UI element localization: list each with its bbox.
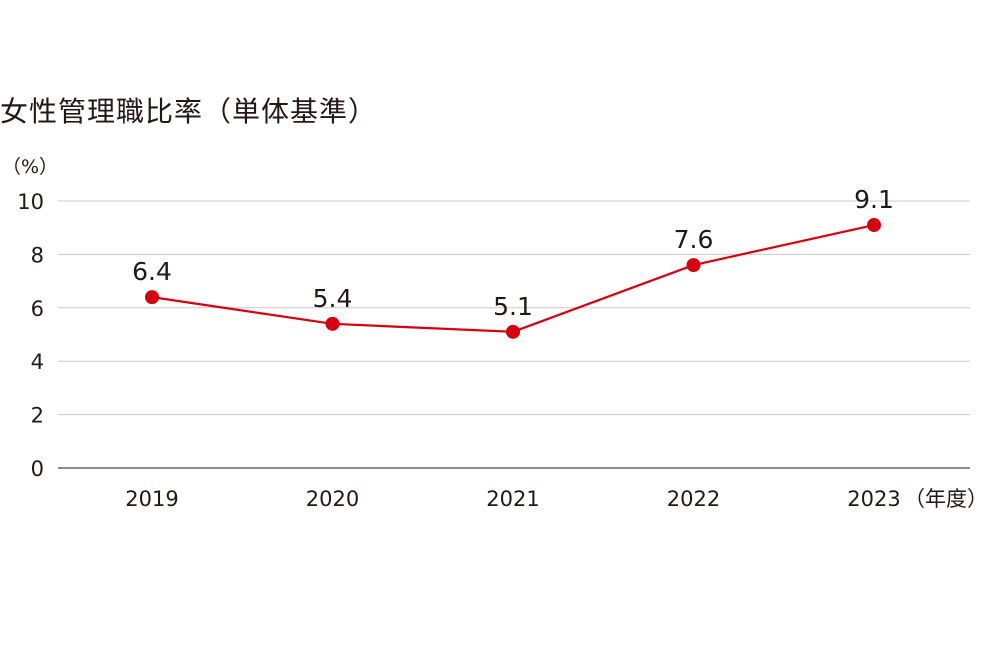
y-tick-label: 8 [31, 243, 44, 267]
data-point [686, 258, 701, 273]
data-point [867, 218, 881, 233]
grid-layer [58, 200, 970, 416]
data-value-label: 6.4 [132, 257, 172, 286]
data-value-label: 9.1 [854, 185, 894, 214]
x-tick-label: 2019 [125, 487, 178, 511]
chart-title: 女性管理職比率（単体基準） [0, 95, 378, 128]
y-tick-label: 10 [17, 190, 44, 214]
x-tick-label: 2022 [667, 487, 720, 511]
data-point [506, 324, 520, 339]
x-axis-unit-label: （年度） [904, 487, 988, 511]
y-tick-label: 6 [31, 297, 44, 321]
data-value-label: 5.1 [493, 292, 533, 321]
series-layer [145, 218, 881, 339]
axis-layer: 0 2 4 6 8 10 2019 2020 2021 2022 2023 [17, 190, 970, 511]
data-value-label: 5.4 [313, 284, 353, 313]
data-point [145, 290, 159, 305]
y-tick-label: 2 [31, 404, 44, 428]
x-tick-label: 2021 [486, 487, 539, 511]
data-point [325, 316, 340, 331]
y-tick-label: 4 [31, 350, 44, 374]
data-value-label: 7.6 [674, 225, 714, 254]
x-tick-label: 2023 [847, 487, 900, 511]
y-tick-label: 0 [31, 457, 44, 481]
x-tick-label: 2020 [306, 487, 359, 511]
y-axis-unit-label: （%） [2, 156, 58, 178]
data-label-layer: 6.4 5.4 5.1 7.6 9.1 [132, 185, 894, 321]
